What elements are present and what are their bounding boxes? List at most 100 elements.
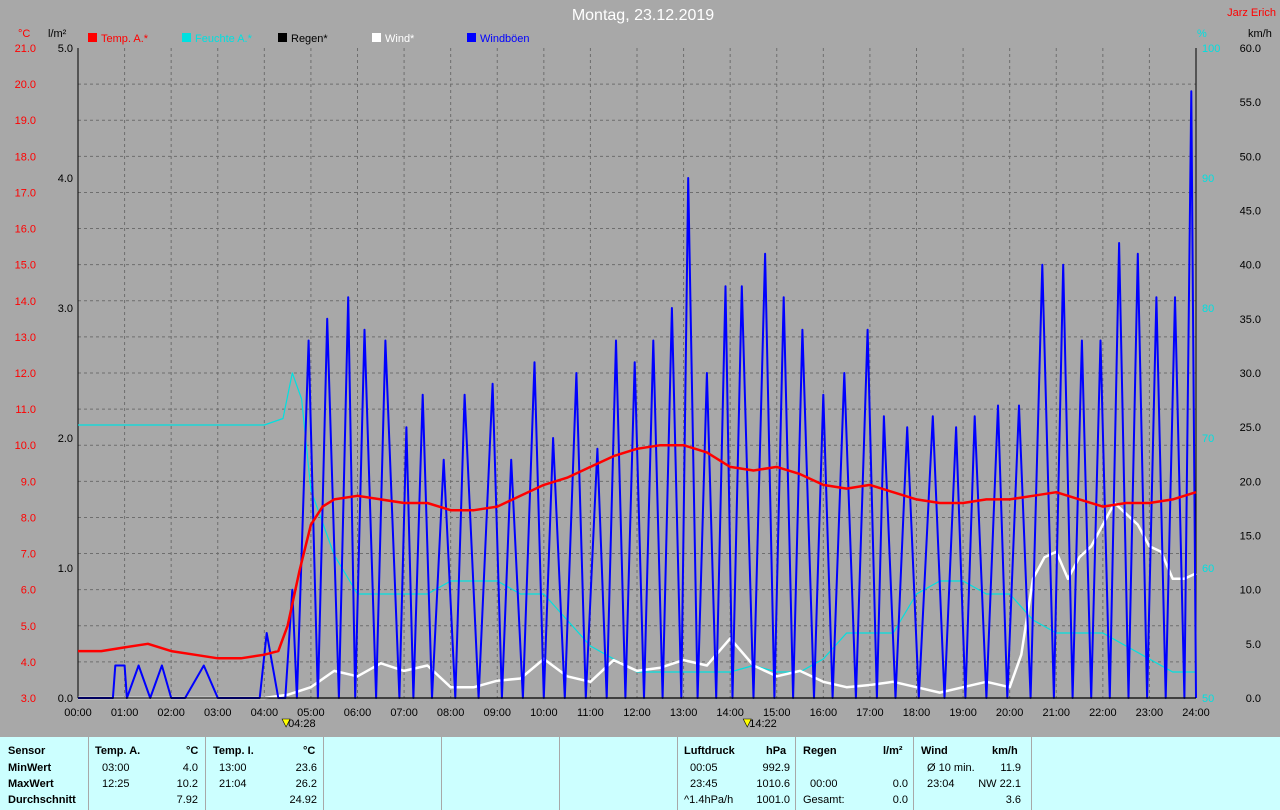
temp-tick-label: 16.0 [15,224,36,236]
stats-tempa-header: Temp. A. [95,745,141,757]
stats-wind-avg: 3.6 [1005,794,1021,806]
x-tick-label: 08:00 [437,707,465,719]
x-tick-label: 16:00 [810,707,838,719]
humidity-tick-label: 60 [1202,563,1214,575]
rain-tick-label: 3.0 [58,303,73,315]
statistics-panel: Sensor MinWert MaxWert Durchschnitt Temp… [0,737,1280,810]
temp-tick-label: 10.0 [15,440,36,452]
wind-tick-label: 35.0 [1240,314,1261,326]
temp-tick-label: 11.0 [15,404,36,416]
stats-druck-trend-value: 1001.0 [756,794,790,806]
chart-title: Montag, 23.12.2019 [572,7,714,24]
rain-unit: l/m² [48,28,67,40]
x-tick-label: 14:00 [716,707,744,719]
stats-tempi-min-time: 13:00 [219,762,247,774]
temp-tick-label: 19.0 [15,115,36,127]
stats-druck-max-value: 1010.6 [756,778,790,790]
wind-tick-label: 0.0 [1246,693,1261,705]
temp-tick-label: 4.0 [21,657,36,669]
x-tick-label: 02:00 [157,707,185,719]
stats-wind-unit: km/h [992,745,1018,757]
x-tick-label: 11:00 [577,707,604,719]
stats-druck-header: Luftdruck [684,745,735,757]
wind-tick-label: 25.0 [1240,422,1261,434]
legend-label: Windböen [480,33,530,45]
legend-swatch [278,33,287,42]
x-tick-label: 22:00 [1089,707,1117,719]
legend: Temp. A.* Feuchte A.* Regen* Wind* Windböen [88,33,530,45]
x-tick-label: 06:00 [344,707,372,719]
time-markers: 04:28 14:22 [281,718,777,730]
temp-tick-label: 18.0 [15,151,36,163]
x-tick-label: 07:00 [390,707,418,719]
x-tick-label: 24:00 [1182,707,1210,719]
x-tick-label: 10:00 [530,707,558,719]
wind-tick-label: 15.0 [1240,531,1261,543]
legend-swatch [182,33,191,42]
rain-tick-label: 5.0 [58,43,73,55]
stats-tempa-max-value: 10.2 [176,778,198,790]
x-tick-label: 05:00 [297,707,325,719]
stats-druck-max-time: 23:45 [690,778,718,790]
stats-max-label: MaxWert [8,778,54,790]
x-tick-label: 09:00 [483,707,511,719]
temp-tick-label: 17.0 [15,187,36,199]
x-tick-label: 01:00 [111,707,139,719]
x-tick-label: 04:00 [251,707,279,719]
x-tick-label: 18:00 [903,707,931,719]
rain-tick-label: 1.0 [58,563,73,575]
wind-tick-label: 55.0 [1240,97,1261,109]
humidity-tick-label: 90 [1202,173,1214,185]
temp-tick-label: 6.0 [21,585,36,597]
temp-tick-label: 12.0 [15,368,36,380]
stats-regen-max-value: 0.0 [892,778,908,790]
x-tick-label: 23:00 [1136,707,1164,719]
stats-tempa-unit: °C [186,745,199,757]
x-tick-label: 12:00 [623,707,651,719]
stats-tempa-avg: 7.92 [176,794,198,806]
wind-tick-label: 45.0 [1240,206,1261,218]
temp-tick-label: 14.0 [15,296,36,308]
stats-regen-header: Regen [803,745,837,757]
time-marker-label: 04:28 [288,718,316,730]
x-tick-label: 20:00 [996,707,1024,719]
author-label: Jarz Erich [1227,7,1276,19]
stats-tempa-min-value: 4.0 [182,762,198,774]
stats-tempa-max-time: 12:25 [102,778,130,790]
legend-label: Wind* [385,33,415,45]
series-lines [78,90,1197,700]
rain-tick-label: 0.0 [58,693,73,705]
stats-tempi-max-value: 26.2 [295,778,317,790]
time-marker-icon [281,718,291,728]
rain-tick-label: 2.0 [58,433,73,445]
stats-wind-min-time: Ø 10 min. [927,762,975,774]
time-marker-label: 14:22 [749,718,777,730]
temp-tick-label: 9.0 [21,476,36,488]
wind-unit: km/h [1248,28,1272,40]
legend-swatch [467,33,476,42]
stats-regen-unit: l/m² [883,745,903,757]
wind-tick-label: 30.0 [1240,368,1261,380]
stats-sensor-header: Sensor [8,745,46,757]
stats-tempa-min-time: 03:00 [102,762,130,774]
stats-druck-min-value: 992.9 [762,762,790,774]
temp-tick-label: 8.0 [21,512,36,524]
legend-label: Regen* [291,33,328,45]
temp-tick-label: 13.0 [15,332,36,344]
x-tick-label: 03:00 [204,707,232,719]
humidity-tick-label: 80 [1202,303,1214,315]
temp-line [78,443,1197,660]
x-tick-label: 21:00 [1042,707,1070,719]
time-marker-icon [742,718,752,728]
pct-unit: % [1197,28,1207,40]
x-tick-label: 15:00 [763,707,791,719]
stats-wind-min-value: 11.9 [1000,762,1021,774]
stats-tempi-max-time: 21:04 [219,778,247,790]
x-tick-label: 00:00 [64,707,92,719]
temp-tick-label: 15.0 [15,260,36,272]
stats-regen-max-time: 00:00 [810,778,838,790]
x-tick-label: 19:00 [949,707,977,719]
humidity-tick-label: 100 [1202,43,1220,55]
wind-tick-label: 5.0 [1246,639,1261,651]
temp-tick-label: 5.0 [21,621,36,633]
